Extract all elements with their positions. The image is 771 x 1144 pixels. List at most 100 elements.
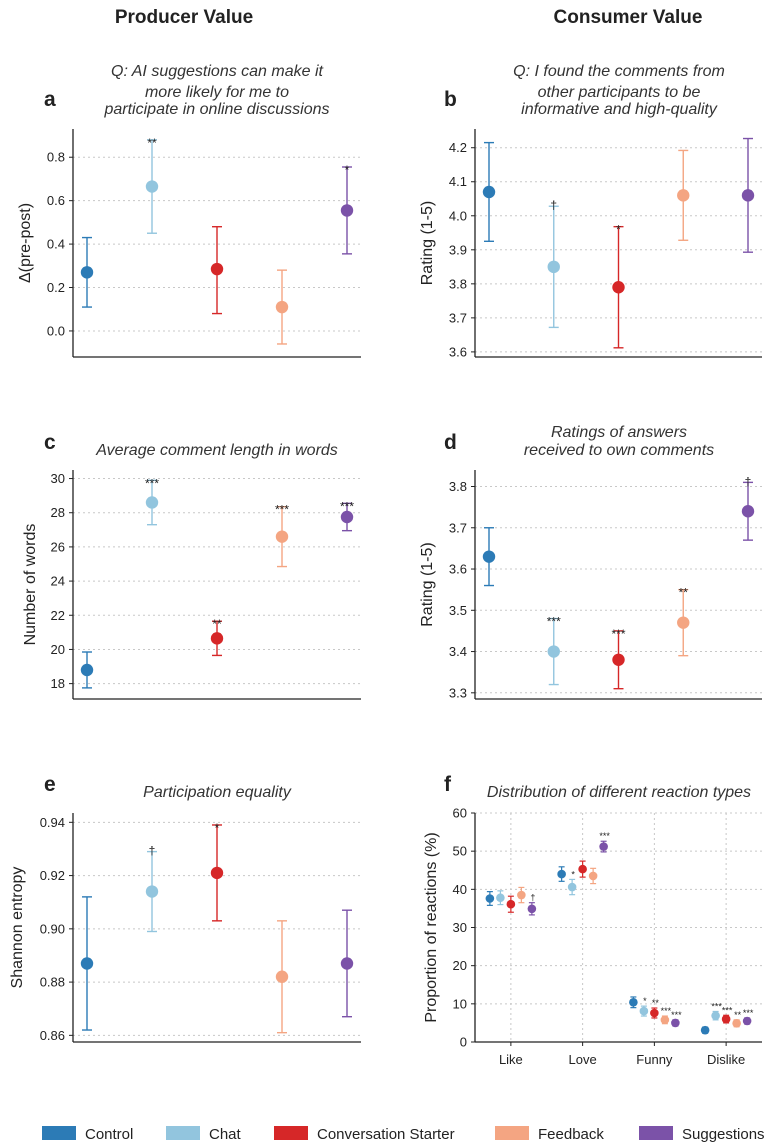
significance-label: * — [616, 223, 621, 237]
significance-label: *** — [275, 503, 289, 517]
panel-title: Participation equality — [143, 784, 292, 801]
significance-label: ** — [679, 586, 689, 600]
point-marker — [145, 180, 159, 193]
data-point-chat: † — [145, 844, 159, 933]
y-axis-label: Number of words — [22, 524, 39, 646]
data-point-chat: † — [547, 198, 560, 329]
data-point-suggestions: *** — [671, 1010, 682, 1028]
panel-letter: b — [444, 88, 457, 111]
data-point-suggestions: † — [527, 893, 537, 916]
point-marker — [340, 510, 354, 524]
y-axis-label: Shannon entropy — [9, 867, 26, 989]
point-marker — [612, 653, 625, 667]
significance-label: † — [149, 844, 156, 858]
point-marker — [650, 1008, 659, 1018]
data-point-control — [80, 896, 94, 1031]
point-marker — [482, 550, 496, 563]
data-point-chat: *** — [547, 615, 561, 686]
significance-label: *** — [547, 615, 561, 629]
point-marker — [677, 189, 690, 202]
point-marker — [547, 260, 560, 274]
point-marker — [612, 281, 625, 294]
data-point-chat: * — [639, 996, 649, 1017]
data-point-suggestions: * — [340, 163, 354, 255]
point-marker — [340, 957, 354, 970]
y-tick-label: 0.2 — [47, 280, 65, 295]
significance-label: *** — [722, 1005, 733, 1015]
point-marker — [741, 505, 755, 518]
data-point-conversation-starter: * — [612, 223, 625, 349]
legend-swatch — [166, 1126, 200, 1140]
data-point-control — [80, 651, 94, 689]
data-point-chat: * — [567, 869, 577, 896]
x-tick-label: Like — [499, 1052, 523, 1067]
data-point-feedback — [275, 920, 289, 1034]
significance-label: *** — [661, 1006, 672, 1016]
panel-title: Q: AI suggestions can make it more likely… — [103, 63, 329, 118]
point-marker — [578, 864, 587, 874]
y-tick-label: 0.90 — [40, 921, 65, 936]
y-tick-label: 3.8 — [449, 479, 467, 494]
y-tick-label: 3.7 — [449, 520, 467, 535]
y-tick-label: 4.1 — [449, 174, 467, 189]
data-point-control — [485, 891, 495, 906]
y-tick-label: 3.9 — [449, 242, 467, 257]
y-tick-label: 4.2 — [449, 140, 467, 155]
panel-title-line: informative and high-quality — [521, 101, 718, 118]
y-tick-label: 3.4 — [449, 644, 467, 659]
panel-title-line: Ratings of answers — [551, 424, 687, 441]
data-point-control — [482, 527, 496, 587]
column-title-consumer: Consumer Value — [554, 7, 703, 28]
point-marker — [671, 1018, 680, 1028]
significance-label: * — [345, 163, 350, 177]
panel-letter: a — [44, 88, 56, 111]
panel-title-line: other participants to be — [538, 84, 701, 101]
significance-label: ** — [212, 617, 222, 631]
panel-c: c Average comment length in words 18 20 22 24… — [22, 431, 361, 700]
point-marker — [506, 899, 516, 909]
significance-label: † — [745, 474, 752, 488]
legend: Control Chat Conversation Starter Feedback S… — [42, 1126, 765, 1143]
data-point-suggestions: *** — [599, 831, 610, 853]
legend-label: Suggestions — [682, 1126, 765, 1143]
data-point-chat: ** — [145, 136, 159, 234]
data-point-feedback: ** — [677, 586, 690, 657]
panel-title-line: more likely for me to — [145, 84, 289, 101]
data-point-suggestions — [340, 909, 354, 1018]
data-point-conversation-starter — [210, 226, 224, 315]
y-tick-label: 10 — [453, 996, 467, 1011]
data-point-feedback — [517, 886, 526, 904]
panel-title-line: Average comment length in words — [95, 442, 338, 459]
y-tick-label: 4.0 — [449, 208, 467, 223]
point-marker — [275, 300, 289, 314]
panel-title: Q: I found the comments from other partic… — [513, 63, 725, 118]
y-tick-label: 3.5 — [449, 603, 467, 618]
point-marker — [732, 1018, 741, 1028]
x-tick-label: Love — [569, 1052, 597, 1067]
significance-label: *** — [743, 1008, 754, 1018]
point-marker — [80, 266, 94, 279]
data-point-feedback — [677, 149, 690, 241]
significance-label: *** — [340, 499, 354, 513]
significance-label: *** — [671, 1010, 682, 1020]
data-point-conversation-starter — [578, 860, 587, 878]
data-point-feedback: *** — [660, 1006, 672, 1025]
panel-title-line: received to own comments — [524, 442, 714, 459]
x-tick-label: Dislike — [707, 1052, 745, 1067]
panels: a Q: AI suggestions can make it more likel… — [9, 63, 762, 1067]
y-tick-label: 60 — [453, 806, 467, 821]
point-marker — [275, 530, 289, 543]
legend-item-conversation-starter: Conversation Starter — [274, 1126, 455, 1143]
data-point-control — [629, 996, 638, 1009]
significance-label: * — [571, 869, 575, 879]
point-marker — [80, 957, 94, 970]
significance-label: * — [643, 996, 647, 1006]
panel-title: Average comment length in words — [95, 442, 338, 459]
y-tick-label: 20 — [453, 958, 467, 973]
y-tick-label: 0 — [460, 1035, 467, 1050]
legend-swatch — [274, 1126, 308, 1140]
data-point-conversation-starter — [506, 895, 516, 913]
data-point-feedback — [588, 867, 598, 885]
